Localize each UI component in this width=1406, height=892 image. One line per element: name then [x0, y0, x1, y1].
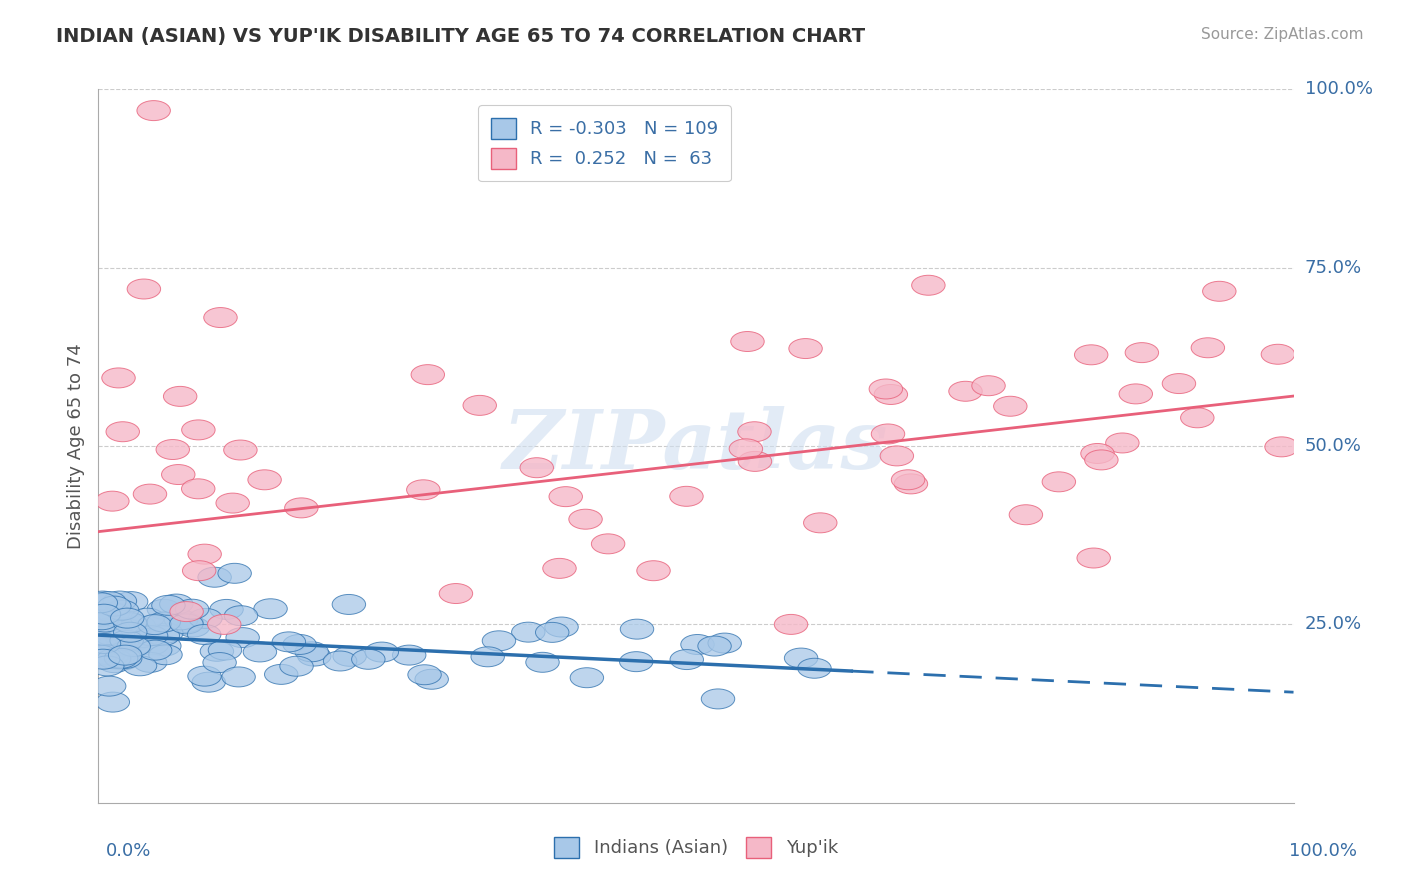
Y-axis label: Disability Age 65 to 74: Disability Age 65 to 74	[66, 343, 84, 549]
Text: 100.0%: 100.0%	[1289, 842, 1357, 860]
Text: 0.0%: 0.0%	[105, 842, 150, 860]
Text: 100.0%: 100.0%	[1305, 80, 1372, 98]
Legend: Indians (Asian), Yup'ik: Indians (Asian), Yup'ik	[547, 830, 845, 865]
Text: Source: ZipAtlas.com: Source: ZipAtlas.com	[1201, 27, 1364, 42]
Text: INDIAN (ASIAN) VS YUP'IK DISABILITY AGE 65 TO 74 CORRELATION CHART: INDIAN (ASIAN) VS YUP'IK DISABILITY AGE …	[56, 27, 865, 45]
Text: 50.0%: 50.0%	[1305, 437, 1361, 455]
Text: 25.0%: 25.0%	[1305, 615, 1362, 633]
Text: 75.0%: 75.0%	[1305, 259, 1362, 277]
Text: ZIPatlas: ZIPatlas	[503, 406, 889, 486]
